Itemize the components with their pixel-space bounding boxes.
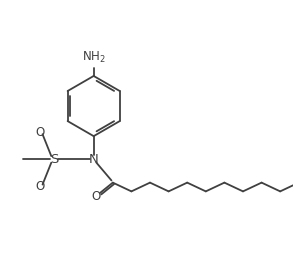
Text: NH$_2$: NH$_2$ xyxy=(82,50,106,65)
Text: O: O xyxy=(36,180,45,193)
Text: N: N xyxy=(89,153,98,166)
Text: S: S xyxy=(50,153,58,166)
Text: O: O xyxy=(36,125,45,139)
Text: O: O xyxy=(91,190,101,203)
